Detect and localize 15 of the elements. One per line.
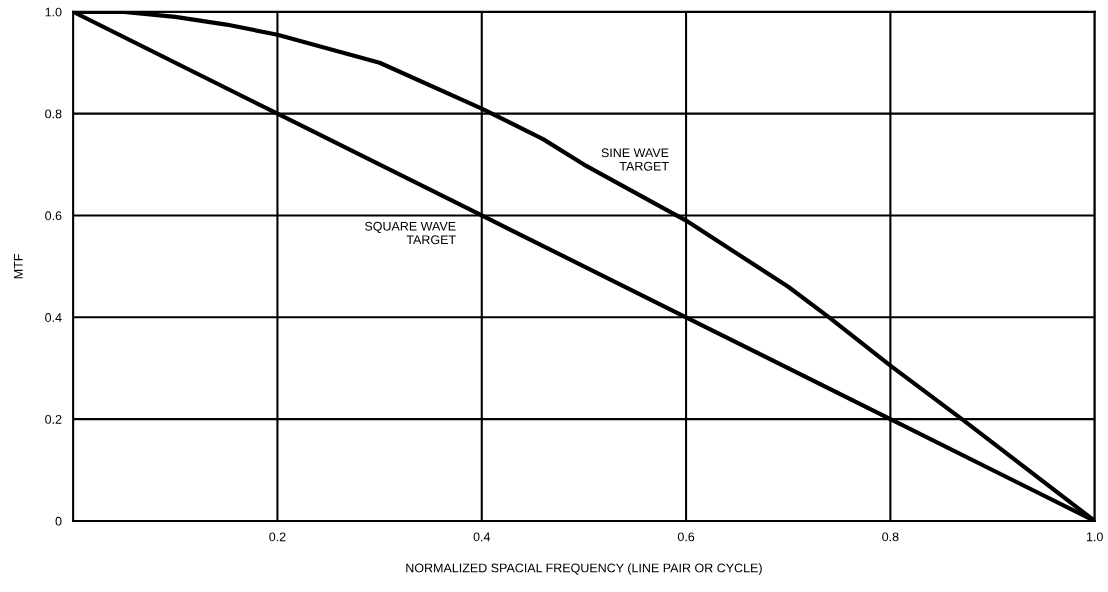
series-label: SQUARE WAVE TARGET bbox=[364, 221, 456, 245]
series-label: SINE WAVE TARGET bbox=[601, 148, 669, 171]
y-axis-title: MTF bbox=[14, 254, 23, 279]
x-tick-label: 0.2 bbox=[269, 532, 286, 542]
x-tick-label: 0.6 bbox=[677, 532, 695, 542]
x-axis-title: NORMALIZED SPACIAL FREQUENCY (LINE PAIR OR CYCLE) bbox=[406, 563, 762, 575]
y-tick-label: 1.0 bbox=[45, 7, 62, 17]
y-tick-label: 0.6 bbox=[45, 211, 62, 221]
x-tick-label: 0.4 bbox=[473, 532, 491, 542]
y-tick-label: 0.4 bbox=[45, 313, 62, 322]
x-tick-label: 1.0 bbox=[1086, 532, 1103, 542]
y-tick-label: 0 bbox=[55, 516, 62, 526]
x-tick-label: 0.8 bbox=[882, 532, 899, 542]
y-tick-label: 0.8 bbox=[45, 109, 62, 119]
y-tick-label: 0.2 bbox=[45, 414, 62, 424]
